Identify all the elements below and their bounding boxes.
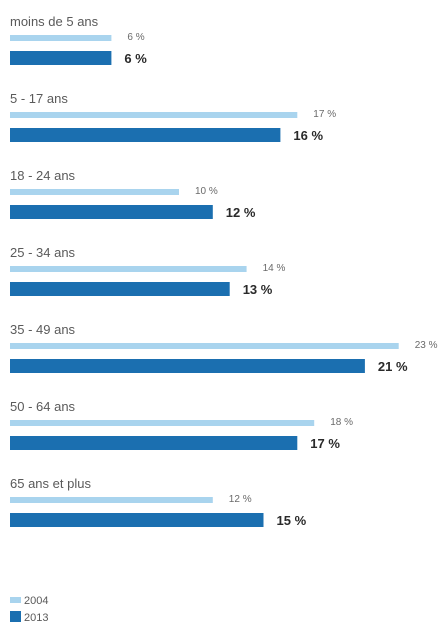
- value-label-2004: 14 %: [263, 263, 286, 274]
- bar-2004: [10, 343, 399, 349]
- value-label-2004: 17 %: [313, 109, 336, 120]
- bar-2004: [10, 266, 247, 272]
- value-label-2013: 6 %: [124, 51, 147, 66]
- bar-2004: [10, 112, 298, 118]
- value-label-2013: 21 %: [378, 359, 408, 374]
- bar-2013: [10, 282, 230, 296]
- category-label: 50 - 64 ans: [10, 399, 76, 414]
- bar-2004: [10, 189, 179, 195]
- legend-label-2013: 2013: [24, 612, 48, 624]
- category-label: 18 - 24 ans: [10, 168, 76, 183]
- value-label-2013: 15 %: [277, 513, 307, 528]
- value-label-2004: 6 %: [127, 32, 144, 43]
- bar-2004: [10, 35, 112, 41]
- value-label-2004: 18 %: [330, 417, 353, 428]
- category-label: 25 - 34 ans: [10, 245, 76, 260]
- bar-2013: [10, 205, 213, 219]
- value-label-2004: 12 %: [229, 494, 252, 505]
- legend-swatch-2013: [10, 611, 21, 622]
- bar-2013: [10, 51, 112, 65]
- bar-2013: [10, 436, 298, 450]
- category-label: 35 - 49 ans: [10, 322, 76, 337]
- bar-2013: [10, 128, 281, 142]
- bar-2004: [10, 420, 315, 426]
- category-label: 5 - 17 ans: [10, 91, 68, 106]
- value-label-2013: 13 %: [243, 282, 273, 297]
- bar-2013: [10, 359, 365, 373]
- category-label: 65 ans et plus: [10, 476, 91, 491]
- value-label-2013: 16 %: [293, 128, 323, 143]
- bar-2013: [10, 513, 264, 527]
- value-label-2004: 10 %: [195, 186, 218, 197]
- category-label: moins de 5 ans: [10, 14, 99, 29]
- value-label-2013: 17 %: [310, 436, 340, 451]
- bar-2004: [10, 497, 213, 503]
- legend-swatch-2004: [10, 597, 21, 603]
- legend-label-2004: 2004: [24, 595, 48, 607]
- value-label-2013: 12 %: [226, 205, 256, 220]
- value-label-2004: 23 %: [415, 340, 438, 351]
